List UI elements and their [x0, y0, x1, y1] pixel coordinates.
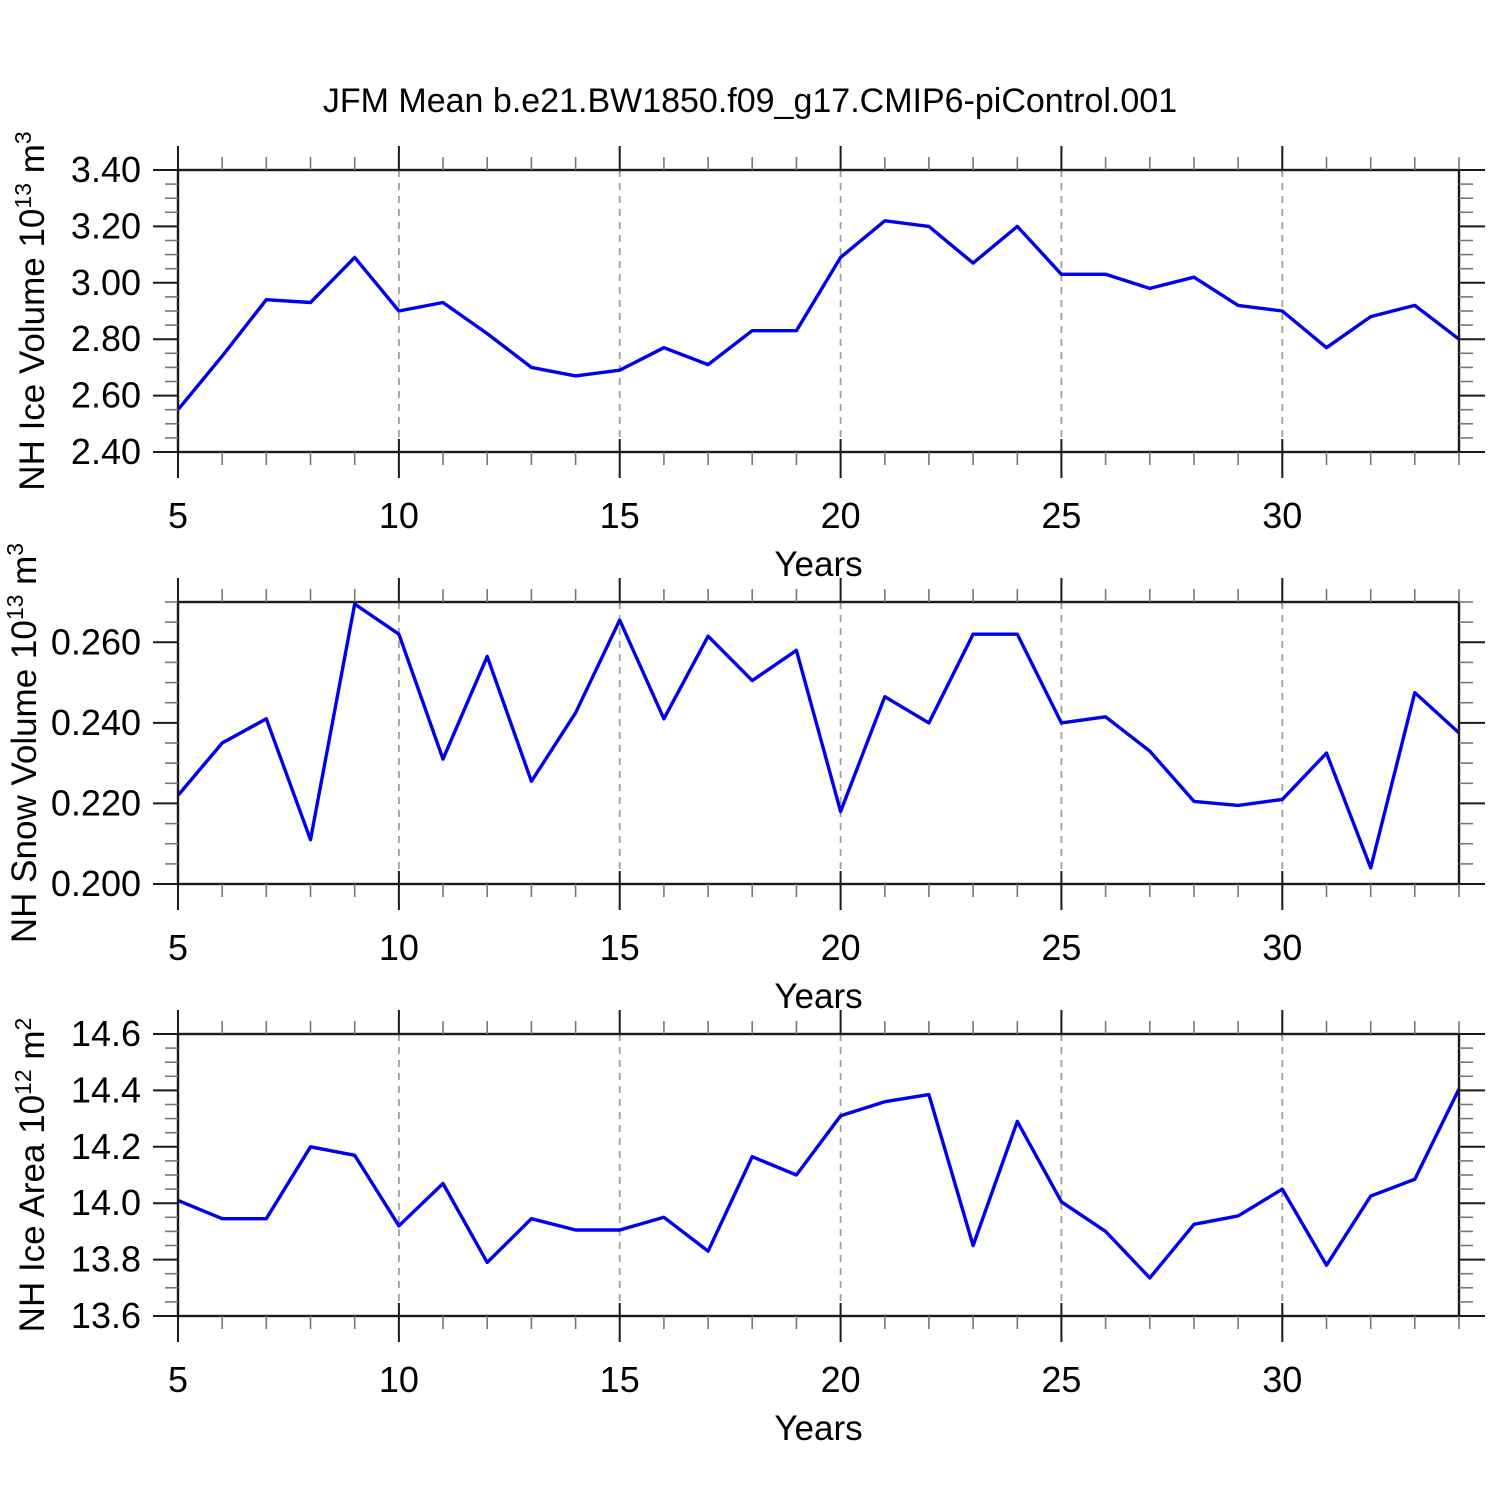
x-tick-label: 5 — [168, 1359, 188, 1400]
y-tick-label: 0.240 — [51, 702, 141, 743]
x-tick-label: 20 — [821, 927, 861, 968]
x-tick-label: 15 — [600, 495, 640, 536]
x-tick-label: 30 — [1262, 1359, 1302, 1400]
y-tick-label: 0.260 — [51, 621, 141, 662]
panel-nh-ice-area: 5 10 15 20 25 30 Years 13.6 13.8 14.0 14.2 14.4 14.6… — [10, 1010, 1485, 1448]
y-tick-label: 0.220 — [51, 782, 141, 823]
y-tick-label: 13.6 — [71, 1295, 141, 1336]
plot-border — [176, 168, 1461, 454]
x-tick-label: 5 — [168, 495, 188, 536]
y-tick-label: 13.8 — [71, 1239, 141, 1280]
series-nh-ice-area — [177, 1088, 1461, 1280]
y-tick-label: 14.2 — [71, 1126, 141, 1167]
x-tick-label: 10 — [379, 927, 419, 968]
x-tick-label: 20 — [821, 495, 861, 536]
x-tick-label: 10 — [379, 1359, 419, 1400]
x-tick-label: 25 — [1041, 495, 1081, 536]
x-tick-label: 25 — [1041, 1359, 1081, 1400]
y-tick-label: 14.0 — [71, 1182, 141, 1223]
x-tick-label: 15 — [600, 1359, 640, 1400]
y-tick-label: 3.00 — [71, 262, 141, 303]
x-axis-title: Years — [774, 545, 862, 584]
y-tick-label: 14.6 — [71, 1013, 141, 1054]
y-tick-label: 2.40 — [71, 431, 141, 472]
series-nh-ice-volume — [176, 219, 1461, 411]
plot-border — [176, 600, 1461, 886]
y-axis-title: NH Ice Volume 1013 m3 — [10, 131, 52, 490]
y-axis-title: NH Snow Volume 1013 m3 — [2, 543, 44, 943]
y-tick-label: 14.4 — [71, 1069, 141, 1110]
x-tick-label: 30 — [1262, 495, 1302, 536]
x-tick-label: 30 — [1262, 927, 1302, 968]
chart-title: JFM Mean b.e21.BW1850.f09_g17.CMIP6-piCo… — [322, 82, 1178, 120]
y-axis-title: NH Ice Area 1012 m2 — [10, 1018, 52, 1333]
y-tick-label: 2.80 — [71, 318, 141, 359]
y-tick-label: 2.60 — [71, 375, 141, 416]
x-axis-title: Years — [774, 1409, 862, 1448]
x-axis-title: Years — [774, 977, 862, 1016]
y-tick-label: 3.20 — [71, 205, 141, 246]
x-tick-label: 10 — [379, 495, 419, 536]
x-tick-label: 20 — [821, 1359, 861, 1400]
plot-border — [176, 1032, 1461, 1318]
x-tick-label: 25 — [1041, 927, 1081, 968]
series-nh-snow-volume — [176, 602, 1461, 870]
x-tick-label: 15 — [600, 927, 640, 968]
panel-nh-ice-volume: 5 10 15 20 25 30 Years 2.40 2.60 2.80 3.00 3.20 3.40… — [10, 131, 1485, 584]
x-tick-label: 5 — [168, 927, 188, 968]
y-tick-label: 3.40 — [71, 149, 141, 190]
y-tick-label: 0.200 — [51, 863, 141, 904]
